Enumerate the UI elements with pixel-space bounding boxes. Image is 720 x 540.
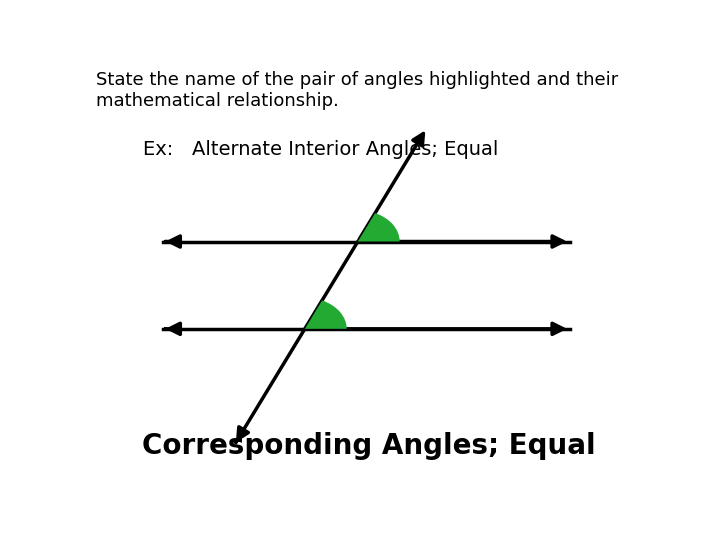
Wedge shape: [305, 300, 347, 329]
Text: State the name of the pair of angles highlighted and their
mathematical relation: State the name of the pair of angles hig…: [96, 71, 618, 110]
Text: Corresponding Angles; Equal: Corresponding Angles; Equal: [142, 432, 596, 460]
Wedge shape: [358, 213, 400, 241]
Text: Ex:   Alternate Interior Angles; Equal: Ex: Alternate Interior Angles; Equal: [143, 140, 498, 159]
